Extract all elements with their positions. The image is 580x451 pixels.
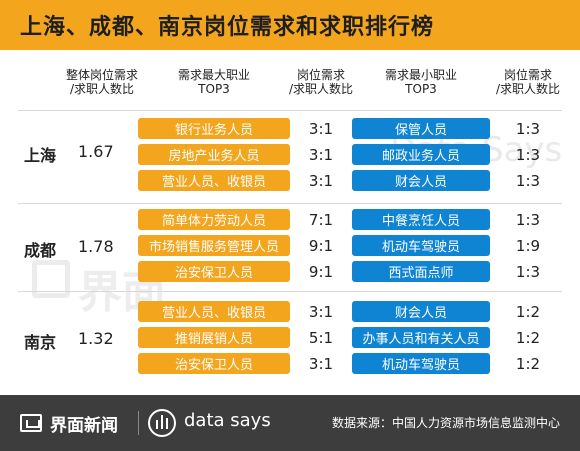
header-max-line1: 需求最大职业 [177,68,250,82]
separator [18,110,562,111]
min-job-pill: 保管人员 [352,118,490,139]
min-job-ratio: 1:2 [515,303,541,321]
brand-name: 界面新闻 [50,416,118,436]
separator [18,291,562,292]
max-job-ratio: 3:1 [308,355,334,373]
header-max-top3: 需求最大职业 TOP3 [160,68,268,96]
header-overall: 整体岗位需求 /求职人数比 [52,68,152,96]
city-name: 上海 [24,146,57,165]
header-ratio-a-line1: 岗位需求 [296,68,345,82]
min-job-ratio: 1:3 [515,120,541,138]
header-min-top3: 需求最小职业 TOP3 [367,68,475,96]
min-job-pill: 西式面点师 [352,261,490,282]
city-name: 成都 [24,241,57,260]
data-source: 数据来源：中国人力资源市场信息监测中心 [331,416,560,430]
city-name: 南京 [24,333,57,352]
min-job-ratio: 1:3 [515,211,541,229]
max-job-pill: 营业人员、收银员 [138,170,290,191]
max-job-pill: 治安保卫人员 [138,261,290,282]
max-job-pill: 营业人员、收银员 [138,301,290,322]
min-job-ratio: 1:3 [515,263,541,281]
min-job-pill: 邮政业务人员 [352,144,490,165]
page-title: 上海、成都、南京岗位需求和求职排行榜 [20,15,435,40]
header-ratio-b-line1: 岗位需求 [503,68,552,82]
title-bar: 上海、成都、南京岗位需求和求职排行榜 [0,0,580,50]
max-job-pill: 市场销售服务管理人员 [138,235,290,256]
header-overall-line1: 整体岗位需求 [65,68,138,82]
separator [18,203,562,204]
header-min-line1: 需求最小职业 [384,68,457,82]
header-overall-line2: /求职人数比 [69,82,135,96]
city-overall-ratio: 1.78 [78,237,114,256]
max-job-ratio: 3:1 [308,146,334,164]
min-job-ratio: 1:3 [515,172,541,190]
min-job-pill: 机动车驾驶员 [352,353,490,374]
max-job-pill: 银行业务人员 [138,118,290,139]
min-job-pill: 中餐烹饪人员 [352,209,490,230]
min-job-pill: 机动车驾驶员 [352,235,490,256]
min-job-pill: 办事人员和有关人员 [352,327,490,348]
max-job-pill: 治安保卫人员 [138,353,290,374]
header-min-line2: TOP3 [405,82,437,96]
max-job-ratio: 3:1 [308,120,334,138]
min-job-ratio: 1:9 [515,237,541,255]
min-job-pill: 财会人员 [352,170,490,191]
max-job-pill: 推销展销人员 [138,327,290,348]
header-ratio-a-line2: /求职人数比 [288,82,354,96]
jiemian-watermark-logo [32,260,70,298]
header-ratio-b-line2: /求职人数比 [495,82,561,96]
max-job-pill: 简单体力劳动人员 [138,209,290,230]
datasays-logo-icon [148,409,176,437]
max-job-ratio: 9:1 [308,263,334,281]
max-job-ratio: 3:1 [308,172,334,190]
header-ratio-a: 岗位需求 /求职人数比 [276,68,366,96]
max-job-ratio: 3:1 [308,303,334,321]
footer-divider [138,411,139,435]
jiemian-logo-icon [20,414,42,432]
min-job-ratio: 1:3 [515,146,541,164]
max-job-ratio: 5:1 [308,329,334,347]
min-job-ratio: 1:2 [515,329,541,347]
datasays-label: data says [184,410,271,431]
chart-table: 界面 Data Says 整体岗位需求 /求职人数比 需求最大职业 TOP3 岗… [0,50,580,395]
max-job-ratio: 7:1 [308,211,334,229]
max-job-ratio: 9:1 [308,237,334,255]
min-job-ratio: 1:2 [515,355,541,373]
max-job-pill: 房地产业务人员 [138,144,290,165]
header-ratio-b: 岗位需求 /求职人数比 [483,68,573,96]
footer-bar: 界面新闻 data says 数据来源：中国人力资源市场信息监测中心 [0,395,580,451]
city-overall-ratio: 1.67 [78,142,114,161]
min-job-pill: 财会人员 [352,301,490,322]
city-overall-ratio: 1.32 [78,329,114,348]
header-max-line2: TOP3 [198,82,230,96]
